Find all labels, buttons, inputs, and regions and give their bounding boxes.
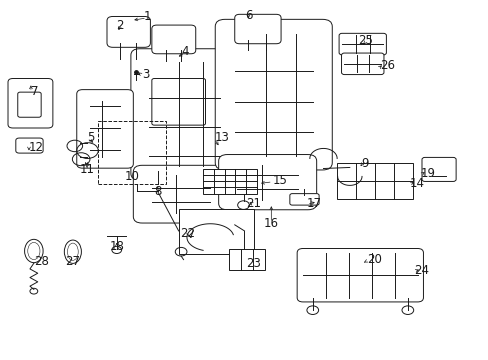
Text: 2: 2 (116, 19, 123, 32)
Ellipse shape (64, 240, 81, 264)
Text: 19: 19 (420, 167, 435, 180)
Text: 5: 5 (87, 131, 95, 144)
Text: 18: 18 (109, 240, 124, 253)
Text: 25: 25 (357, 34, 372, 48)
FancyBboxPatch shape (131, 49, 238, 180)
FancyBboxPatch shape (421, 157, 455, 181)
Text: 20: 20 (366, 253, 382, 266)
FancyBboxPatch shape (8, 78, 53, 128)
Text: 27: 27 (65, 255, 80, 268)
Text: 1: 1 (143, 10, 150, 23)
FancyBboxPatch shape (152, 78, 205, 125)
Text: 16: 16 (264, 217, 278, 230)
FancyBboxPatch shape (234, 14, 281, 44)
Text: 11: 11 (80, 163, 95, 176)
Bar (336, 163, 412, 199)
FancyBboxPatch shape (107, 17, 150, 47)
Text: 6: 6 (244, 9, 252, 22)
Text: 23: 23 (245, 257, 260, 270)
Text: 4: 4 (181, 45, 188, 58)
Text: 12: 12 (29, 141, 44, 154)
Text: 24: 24 (413, 264, 428, 277)
FancyBboxPatch shape (215, 19, 331, 170)
Bar (178, 209, 254, 253)
FancyBboxPatch shape (289, 194, 319, 205)
FancyBboxPatch shape (338, 33, 386, 55)
FancyBboxPatch shape (218, 154, 316, 210)
Text: 7: 7 (31, 85, 39, 98)
Bar (98, 121, 166, 184)
FancyBboxPatch shape (16, 138, 43, 153)
Text: 26: 26 (379, 59, 394, 72)
Bar (228, 249, 265, 270)
Text: 21: 21 (245, 197, 260, 210)
Ellipse shape (24, 239, 43, 263)
Text: 8: 8 (154, 185, 161, 198)
Text: 3: 3 (142, 68, 149, 81)
FancyBboxPatch shape (77, 90, 133, 168)
Ellipse shape (28, 242, 40, 260)
FancyBboxPatch shape (152, 25, 195, 54)
Text: 15: 15 (272, 174, 287, 187)
Text: 28: 28 (34, 255, 49, 268)
Text: 9: 9 (361, 157, 368, 170)
Text: 13: 13 (214, 131, 229, 144)
Text: 10: 10 (124, 170, 140, 183)
Ellipse shape (67, 243, 78, 260)
Text: 22: 22 (180, 226, 195, 239)
Bar (203, 168, 256, 194)
FancyBboxPatch shape (341, 53, 383, 75)
FancyBboxPatch shape (18, 92, 41, 117)
FancyBboxPatch shape (133, 165, 228, 223)
FancyBboxPatch shape (297, 248, 423, 302)
Text: 17: 17 (306, 197, 321, 210)
Text: 14: 14 (408, 177, 424, 190)
